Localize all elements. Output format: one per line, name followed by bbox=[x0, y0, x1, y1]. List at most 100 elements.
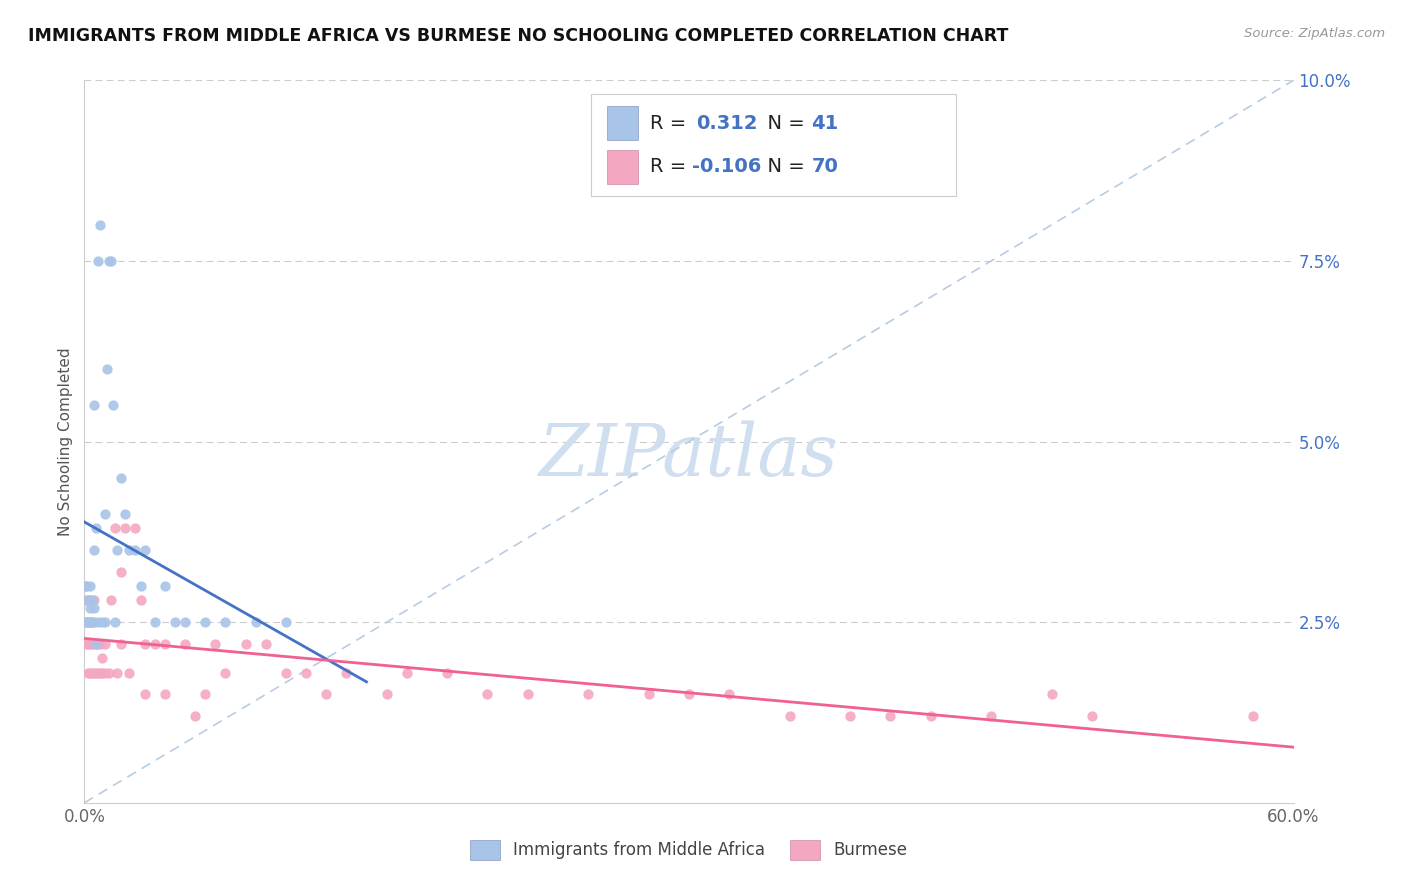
Point bbox=[395, 665, 418, 680]
Text: R =: R = bbox=[650, 157, 692, 177]
Text: N =: N = bbox=[755, 157, 811, 177]
Point bbox=[153, 637, 176, 651]
Point bbox=[637, 687, 659, 701]
Point bbox=[104, 521, 127, 535]
Point bbox=[274, 615, 297, 630]
Point bbox=[75, 579, 97, 593]
Point bbox=[214, 615, 236, 630]
Point bbox=[77, 665, 100, 680]
Point bbox=[143, 615, 166, 630]
Point bbox=[678, 687, 700, 701]
Point bbox=[134, 542, 156, 557]
Point bbox=[97, 254, 120, 268]
Point bbox=[91, 615, 114, 630]
Point bbox=[129, 593, 152, 607]
Point bbox=[110, 471, 132, 485]
Point bbox=[1081, 709, 1104, 723]
Point bbox=[77, 615, 100, 630]
Point bbox=[110, 565, 132, 579]
Point bbox=[143, 637, 166, 651]
Legend: Immigrants from Middle Africa, Burmese: Immigrants from Middle Africa, Burmese bbox=[464, 833, 914, 867]
Point bbox=[274, 665, 297, 680]
Point bbox=[82, 593, 104, 607]
Point bbox=[335, 665, 357, 680]
Point bbox=[87, 665, 110, 680]
Point bbox=[174, 637, 197, 651]
Point bbox=[87, 637, 110, 651]
Point bbox=[295, 665, 318, 680]
Point bbox=[82, 637, 104, 651]
Point bbox=[436, 665, 458, 680]
Point bbox=[82, 615, 104, 630]
Point bbox=[576, 687, 599, 701]
Point bbox=[83, 600, 105, 615]
Point bbox=[477, 687, 499, 701]
Point bbox=[96, 362, 118, 376]
Point bbox=[79, 637, 101, 651]
Point bbox=[129, 579, 152, 593]
Point bbox=[174, 615, 197, 630]
Point bbox=[77, 593, 100, 607]
Point bbox=[86, 637, 108, 651]
Text: IMMIGRANTS FROM MIDDLE AFRICA VS BURMESE NO SCHOOLING COMPLETED CORRELATION CHAR: IMMIGRANTS FROM MIDDLE AFRICA VS BURMESE… bbox=[28, 27, 1008, 45]
Point bbox=[101, 398, 124, 412]
Point bbox=[315, 687, 337, 701]
Point bbox=[77, 615, 100, 630]
Text: R =: R = bbox=[650, 113, 699, 133]
Point bbox=[118, 665, 141, 680]
Point bbox=[91, 651, 114, 665]
Point bbox=[87, 254, 110, 268]
Point bbox=[83, 615, 105, 630]
Point bbox=[97, 665, 120, 680]
Point bbox=[375, 687, 398, 701]
Point bbox=[879, 709, 901, 723]
Point bbox=[75, 637, 97, 651]
Point bbox=[153, 687, 176, 701]
Point bbox=[79, 600, 101, 615]
Text: ZIPatlas: ZIPatlas bbox=[538, 421, 839, 491]
Point bbox=[165, 615, 187, 630]
Point bbox=[86, 665, 108, 680]
Point bbox=[920, 709, 942, 723]
Point bbox=[93, 615, 115, 630]
Point bbox=[77, 637, 100, 651]
Point bbox=[82, 615, 104, 630]
Point bbox=[100, 593, 122, 607]
Point bbox=[194, 615, 217, 630]
Point bbox=[75, 593, 97, 607]
Point bbox=[86, 637, 108, 651]
Point bbox=[93, 665, 115, 680]
Point bbox=[245, 615, 267, 630]
Point bbox=[134, 687, 156, 701]
Point bbox=[184, 709, 207, 723]
Point bbox=[75, 579, 97, 593]
Point bbox=[100, 254, 122, 268]
Point bbox=[114, 507, 136, 521]
Point bbox=[83, 542, 105, 557]
Point bbox=[93, 637, 115, 651]
Point bbox=[83, 398, 105, 412]
Point bbox=[1241, 709, 1264, 723]
Point bbox=[1040, 687, 1063, 701]
Point bbox=[83, 665, 105, 680]
Point bbox=[91, 665, 114, 680]
Point bbox=[86, 521, 108, 535]
Point bbox=[153, 579, 176, 593]
Point bbox=[105, 665, 128, 680]
Point bbox=[83, 593, 105, 607]
Point bbox=[254, 637, 277, 651]
Point bbox=[124, 542, 146, 557]
Point bbox=[77, 593, 100, 607]
Point bbox=[89, 218, 111, 232]
Text: Source: ZipAtlas.com: Source: ZipAtlas.com bbox=[1244, 27, 1385, 40]
Point bbox=[114, 521, 136, 535]
Point bbox=[105, 542, 128, 557]
Y-axis label: No Schooling Completed: No Schooling Completed bbox=[58, 347, 73, 536]
Point bbox=[118, 542, 141, 557]
Point bbox=[89, 637, 111, 651]
Text: N =: N = bbox=[755, 113, 811, 133]
Point bbox=[82, 665, 104, 680]
Point bbox=[204, 637, 226, 651]
Point bbox=[779, 709, 801, 723]
Text: 41: 41 bbox=[811, 113, 838, 133]
